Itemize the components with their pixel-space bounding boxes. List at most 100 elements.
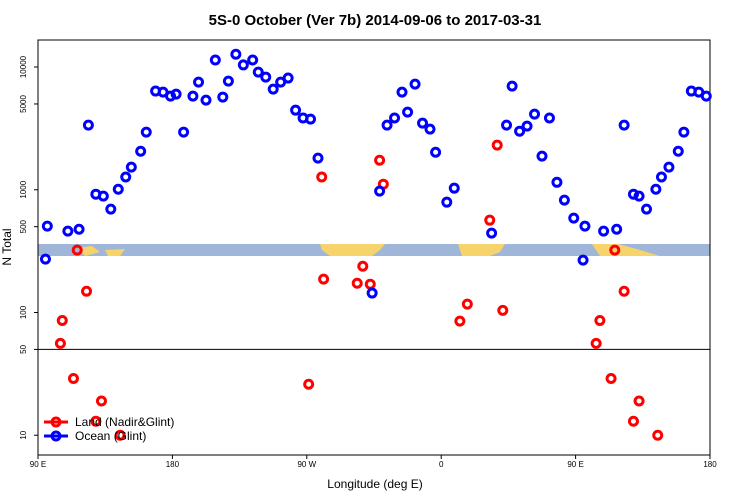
point [448, 182, 460, 194]
point [305, 113, 317, 125]
y-tick-label: 5000 [19, 95, 28, 113]
point [170, 88, 182, 100]
point [230, 48, 242, 60]
point [374, 154, 386, 166]
point [598, 225, 610, 237]
point [454, 315, 466, 327]
point [611, 223, 623, 235]
point [605, 372, 617, 384]
point [312, 152, 324, 164]
point [54, 337, 66, 349]
point [217, 91, 229, 103]
point [90, 415, 102, 427]
point [655, 171, 667, 183]
point [491, 139, 503, 151]
point [366, 287, 378, 299]
point [402, 106, 414, 118]
x-tick-label: 180 [166, 460, 180, 469]
point [672, 145, 684, 157]
point [568, 212, 580, 224]
y-tick-label: 10 [19, 430, 28, 439]
point [303, 378, 315, 390]
x-tick-label: 180 [703, 460, 717, 469]
point [551, 176, 563, 188]
point [41, 220, 53, 232]
point [536, 150, 548, 162]
point [56, 315, 68, 327]
point [678, 126, 690, 138]
point [374, 185, 386, 197]
y-tick-label: 500 [19, 219, 28, 233]
point [71, 244, 83, 256]
point [165, 90, 177, 102]
point [316, 171, 328, 183]
point [430, 146, 442, 158]
point [484, 214, 496, 226]
point [135, 145, 147, 157]
x-tick-label: 0 [439, 460, 444, 469]
point [409, 78, 421, 90]
point [594, 315, 606, 327]
point [700, 90, 712, 102]
point [222, 75, 234, 87]
y-tick-label: 10000 [19, 55, 28, 78]
point [497, 304, 509, 316]
point [652, 429, 664, 441]
point [461, 298, 473, 310]
chart-title: 5S-0 October (Ver 7b) 2014-09-06 to 2017… [209, 12, 542, 29]
point [200, 94, 212, 106]
point [641, 203, 653, 215]
point [97, 190, 109, 202]
legend-marker [50, 416, 62, 428]
point [357, 260, 369, 272]
point [267, 83, 279, 95]
legend-label: Ocean (Glint) [75, 429, 146, 443]
point [247, 54, 259, 66]
point [609, 244, 621, 256]
point [506, 80, 518, 92]
point [187, 90, 199, 102]
legend-label: Land (Nadir&Glint) [75, 415, 174, 429]
point [237, 59, 249, 71]
y-tick-label: 1000 [19, 180, 28, 198]
point [424, 123, 436, 135]
point [590, 337, 602, 349]
point [140, 126, 152, 138]
x-tick-label: 90 E [567, 460, 583, 469]
point [95, 395, 107, 407]
point [381, 119, 393, 131]
point [633, 190, 645, 202]
x-tick-label: 90 W [297, 460, 316, 469]
point [396, 86, 408, 98]
point [501, 119, 513, 131]
point [67, 372, 79, 384]
point [627, 188, 639, 200]
point [577, 254, 589, 266]
y-tick-label: 50 [19, 344, 28, 353]
point [81, 285, 93, 297]
land-patches [78, 244, 660, 256]
point [125, 161, 137, 173]
point [105, 203, 117, 215]
point [290, 104, 302, 116]
point [558, 194, 570, 206]
point [389, 112, 401, 124]
point [663, 161, 675, 173]
point [351, 277, 363, 289]
point [178, 126, 190, 138]
point [514, 125, 526, 137]
point [260, 71, 272, 83]
point [39, 253, 51, 265]
point [650, 183, 662, 195]
x-axis-label: Longitude (deg E) [327, 477, 422, 491]
point [486, 227, 498, 239]
point [252, 66, 264, 78]
point [521, 120, 533, 132]
point [618, 285, 630, 297]
point [618, 119, 630, 131]
y-axis-label: N Total [0, 228, 14, 265]
point [114, 429, 126, 441]
point [529, 108, 541, 120]
point [73, 223, 85, 235]
